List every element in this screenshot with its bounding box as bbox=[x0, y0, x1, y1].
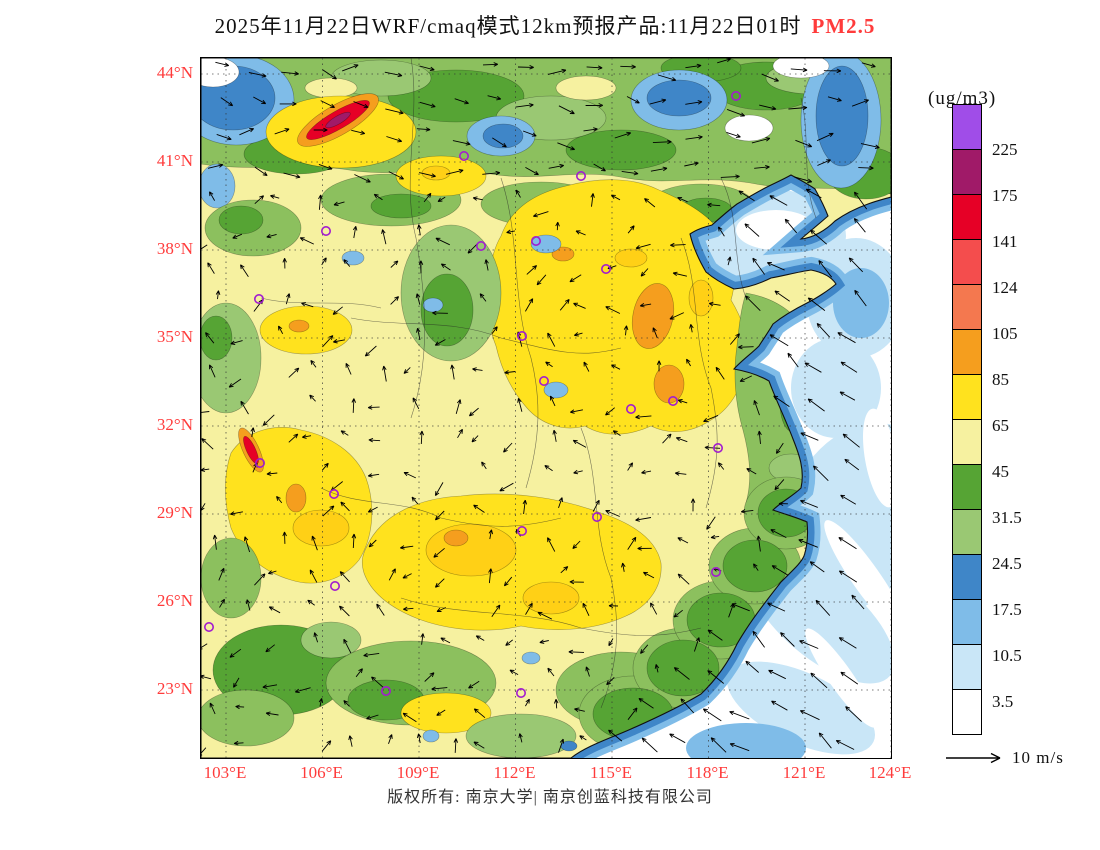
wind-reference-label: 10 m/s bbox=[1012, 748, 1064, 767]
legend-boundary-label: 3.5 bbox=[992, 692, 1014, 711]
lat-tick-label: 26°N bbox=[156, 591, 193, 610]
wind-vector-field bbox=[201, 58, 880, 756]
legend-color-box bbox=[952, 509, 982, 555]
legend-boundary-label: 85 bbox=[992, 370, 1009, 389]
station-marker bbox=[381, 685, 392, 696]
legend-boundary-label: 105 bbox=[992, 324, 1018, 343]
legend-color-box bbox=[952, 329, 982, 375]
legend-units-label: (ug/m3) bbox=[928, 88, 997, 109]
legend-boundary-label: 175 bbox=[992, 186, 1018, 205]
station-marker bbox=[330, 580, 341, 591]
station-marker bbox=[516, 525, 527, 536]
station-marker bbox=[204, 621, 214, 632]
station-marker bbox=[712, 442, 723, 453]
legend-boundary-label: 124 bbox=[992, 278, 1018, 297]
legend-boundary-label: 45 bbox=[992, 462, 1009, 481]
legend-color-box bbox=[952, 599, 982, 645]
station-marker bbox=[667, 395, 678, 406]
legend-color-box bbox=[952, 644, 982, 690]
legend-color-box bbox=[952, 374, 982, 420]
lon-tick-label: 121°E bbox=[782, 763, 826, 782]
station-markers bbox=[204, 90, 741, 698]
color-scale bbox=[952, 104, 982, 735]
station-marker bbox=[600, 264, 611, 275]
lat-tick-label: 23°N bbox=[156, 679, 193, 698]
lon-tick-label: 115°E bbox=[589, 763, 633, 782]
legend-boundary-label: 225 bbox=[992, 140, 1018, 159]
lat-tick-label: 38°N bbox=[156, 239, 193, 258]
lon-tick-label: 118°E bbox=[686, 763, 729, 782]
lat-tick-label: 35°N bbox=[156, 327, 193, 346]
station-marker bbox=[254, 457, 265, 468]
station-marker bbox=[516, 330, 527, 341]
lon-tick-label: 109°E bbox=[396, 763, 440, 782]
lon-tick-label: 106°E bbox=[300, 763, 343, 782]
lat-tick-label: 44°N bbox=[156, 63, 193, 82]
station-marker bbox=[730, 90, 741, 101]
legend-color-box bbox=[952, 689, 982, 735]
lon-tick-label: 124°E bbox=[868, 763, 912, 782]
forecast-map bbox=[200, 57, 892, 759]
legend-color-box bbox=[952, 149, 982, 195]
lat-tick-label: 32°N bbox=[156, 415, 193, 434]
legend-boundary-label: 10.5 bbox=[992, 646, 1022, 665]
lon-tick-label: 103°E bbox=[203, 763, 247, 782]
legend-boundary-label: 65 bbox=[992, 416, 1009, 435]
station-marker bbox=[515, 687, 526, 698]
station-marker bbox=[530, 236, 541, 247]
map-canvas bbox=[201, 58, 891, 758]
station-marker bbox=[475, 241, 486, 252]
legend-color-box bbox=[952, 284, 982, 330]
copyright-footer: 版权所有: 南京大学| 南京创蓝科技有限公司 bbox=[387, 789, 713, 806]
legend-boundary-label: 31.5 bbox=[992, 508, 1022, 527]
legend-color-box bbox=[952, 464, 982, 510]
province-boundaries bbox=[260, 58, 817, 709]
lon-tick-label: 112°E bbox=[493, 763, 536, 782]
lat-tick-label: 41°N bbox=[156, 151, 193, 170]
station-marker bbox=[538, 375, 549, 386]
station-marker bbox=[710, 566, 721, 577]
legend-color-box bbox=[952, 194, 982, 240]
legend-boundary-label: 17.5 bbox=[992, 600, 1022, 619]
legend-color-box bbox=[952, 104, 982, 150]
lat-tick-label: 29°N bbox=[156, 503, 193, 522]
chart-title-pollutant: PM2.5 bbox=[811, 14, 876, 38]
legend-color-box bbox=[952, 239, 982, 285]
reference-arrow-icon bbox=[946, 752, 1001, 764]
chart-title-text: 2025年11月22日WRF/cmaq模式12km预报产品:11月22日01时 bbox=[214, 14, 802, 38]
station-marker bbox=[458, 151, 469, 162]
legend-color-box bbox=[952, 554, 982, 600]
station-marker bbox=[591, 511, 602, 522]
station-marker bbox=[329, 488, 340, 499]
station-marker bbox=[625, 403, 636, 414]
wind-reference: 10 m/s bbox=[944, 748, 1064, 768]
color-scale-labels: 225 175 141 124 105 85 65 45 31.5 24.5 17.5 10.5 3.5 bbox=[992, 105, 1062, 755]
legend-color-box bbox=[952, 419, 982, 465]
legend-boundary-label: 24.5 bbox=[992, 554, 1022, 573]
station-marker bbox=[575, 171, 586, 182]
legend-boundary-label: 141 bbox=[992, 232, 1018, 251]
chart-title: 2025年11月22日WRF/cmaq模式12km预报产品:11月22日01时 P… bbox=[0, 10, 1090, 40]
station-marker bbox=[321, 226, 332, 237]
station-marker bbox=[253, 294, 264, 305]
lat-lon-gridlines bbox=[201, 58, 891, 758]
